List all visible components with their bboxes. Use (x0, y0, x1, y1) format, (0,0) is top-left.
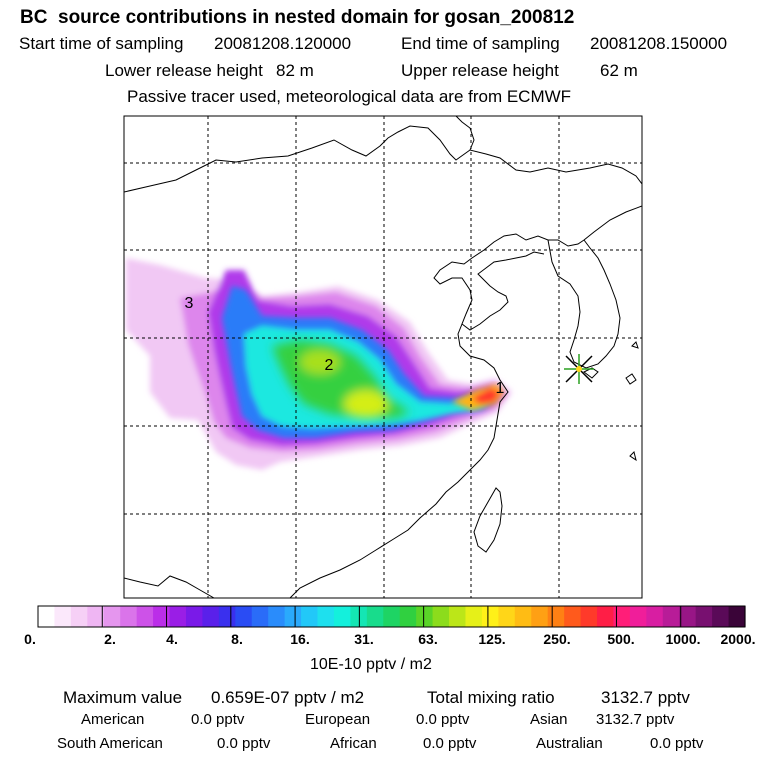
colorbar-swatch (87, 606, 105, 627)
region-value: 0.0 pptv (416, 711, 470, 728)
colorbar-swatch (54, 606, 72, 627)
plume-yellow-core (344, 390, 388, 418)
colorbar-tick: 2000. (720, 631, 756, 647)
colorbar-tick: 8. (231, 631, 243, 647)
colorbar-swatch (481, 606, 499, 627)
colorbar-swatch (712, 606, 730, 627)
colorbar-swatch (153, 606, 171, 627)
colorbar-swatch (613, 606, 631, 627)
colorbar-swatch (366, 606, 384, 627)
plume-yellowgreen-core-2 (300, 350, 340, 374)
colorbar-swatch (383, 606, 401, 627)
total-mixing-label: Total mixing ratio (427, 688, 555, 707)
region-value: 0.0 pptv (650, 735, 704, 752)
colorbar-unit: 10E-10 pptv / m2 (310, 656, 432, 673)
colorbar-tick: 63. (418, 631, 438, 647)
start-time-label: Start time of sampling (19, 34, 184, 53)
colorbar-tick: 31. (354, 631, 374, 647)
colorbar-swatch (580, 606, 598, 627)
region-name: Asian (530, 711, 568, 728)
colorbar-swatch (416, 606, 434, 627)
colorbar-swatch (597, 606, 615, 627)
marker-3: 3 (185, 295, 194, 312)
colorbar-swatch (103, 606, 121, 627)
colorbar-swatch (449, 606, 467, 627)
colorbar-tick: 250. (543, 631, 571, 647)
colorbar-tick: 500. (607, 631, 635, 647)
upper-height-value: 62 m (600, 61, 638, 80)
colorbar-swatch (498, 606, 516, 627)
max-value: 0.659E-07 pptv / m2 (211, 688, 365, 707)
colorbar-swatch (514, 606, 532, 627)
colorbar-swatch (531, 606, 549, 627)
end-time-value: 20081208.150000 (590, 34, 728, 53)
region-value: 3132.7 pptv (596, 711, 675, 728)
colorbar-swatch (218, 606, 236, 627)
colorbar-swatch (251, 606, 269, 627)
colorbar-swatch (284, 606, 302, 627)
colorbar-swatch (333, 606, 351, 627)
lower-height-label: Lower release height (105, 61, 263, 80)
colorbar-swatch (728, 606, 746, 627)
colorbar-swatch (120, 606, 138, 627)
marker-1: 1 (496, 380, 505, 397)
region-value: 0.0 pptv (423, 735, 477, 752)
colorbar-swatch (695, 606, 713, 627)
colorbar-tick: 1000. (665, 631, 701, 647)
colorbar-swatch (38, 606, 56, 627)
colorbar-frame (37, 605, 746, 628)
colorbar-tick: 125. (478, 631, 506, 647)
colorbar-swatch (399, 606, 417, 627)
start-time-value: 20081208.120000 (214, 34, 352, 53)
colorbar-swatch (629, 606, 647, 627)
colorbar-swatch (432, 606, 450, 627)
colorbar-swatch (169, 606, 187, 627)
region-value: 0.0 pptv (191, 711, 245, 728)
plume-red-peak (472, 388, 500, 404)
total-mixing-value: 3132.7 pptv (601, 688, 690, 707)
colorbar (37, 605, 746, 628)
colorbar-swatch (202, 606, 220, 627)
colorbar-swatch (317, 606, 335, 627)
region-value: 0.0 pptv (217, 735, 271, 752)
region-name: African (330, 735, 377, 752)
colorbar-swatch (465, 606, 483, 627)
colorbar-swatch (662, 606, 680, 627)
max-value-label: Maximum value (63, 688, 183, 707)
lower-height-value: 82 m (276, 61, 314, 80)
end-time-label: End time of sampling (401, 34, 560, 53)
colorbar-swatch (547, 606, 565, 627)
tracer-note: Passive tracer used, meteorological data… (127, 87, 572, 106)
map-frame (123, 115, 643, 599)
colorbar-swatch (301, 606, 319, 627)
colorbar-swatch (235, 606, 253, 627)
colorbar-swatch (679, 606, 697, 627)
colorbar-swatch (70, 606, 88, 627)
receptor-star-icon (564, 354, 594, 384)
colorbar-tick: 2. (104, 631, 116, 647)
region-name: Australian (536, 735, 603, 752)
region-name: American (81, 711, 145, 728)
region-name: European (305, 711, 371, 728)
colorbar-tick: 16. (290, 631, 310, 647)
chart-title: BC source contributions in nested domain… (20, 7, 575, 28)
colorbar-swatch (185, 606, 204, 627)
colorbar-swatch (564, 606, 582, 627)
region-name: South American (57, 735, 163, 752)
map-gridlines (124, 116, 642, 598)
colorbar-tick: 0. (24, 631, 36, 647)
coastlines (124, 116, 642, 598)
colorbar-swatch (646, 606, 664, 627)
upper-height-label: Upper release height (401, 61, 559, 80)
colorbar-swatch (136, 606, 154, 627)
marker-2: 2 (325, 357, 334, 374)
colorbar-tick: 4. (166, 631, 178, 647)
colorbar-swatch (268, 606, 286, 627)
